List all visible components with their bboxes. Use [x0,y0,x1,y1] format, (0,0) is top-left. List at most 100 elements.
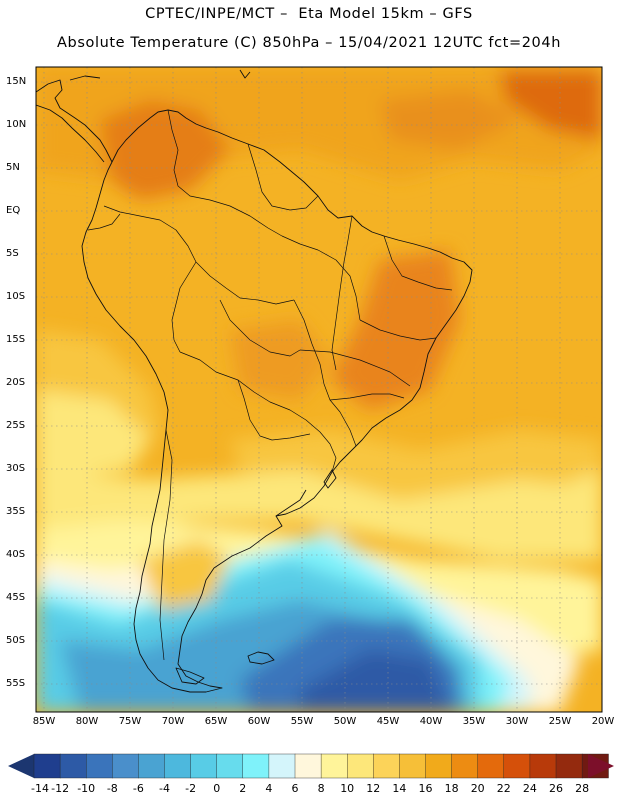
caribbean-islands [239,69,251,79]
longitude-label: 40W [419,716,443,727]
brazil-internal-border-7 [329,393,405,401]
rio-de-la-plata [275,489,307,517]
colorbar-swatch [320,753,348,779]
latitude-label: 50S [6,635,26,646]
argentina-north-border [179,351,337,473]
brazil-internal-border-6 [219,299,301,357]
lagoa-dos-patos [323,469,337,489]
colorbar-tick-label: 14 [392,782,407,795]
colorbar-tick-label: 20 [470,782,485,795]
longitude-label: 70W [161,716,185,727]
brazil-internal-border-4 [383,235,453,291]
map-title-line-1: CPTEC/INPE/MCT – Eta Model 15km – GFS [145,6,473,22]
longitude-label: 45W [376,716,400,727]
colorbar-swatch [242,753,270,779]
colorbar-swatch [59,753,87,779]
colorbar-swatch [164,753,192,779]
colorbar-tick-label: -10 [77,782,96,795]
colorbar-tick-label: -6 [132,782,144,795]
colorbar-tick-label: 0 [213,782,221,795]
latitude-label: 25S [6,420,26,431]
colorbar-tick-label: -12 [51,782,70,795]
temperature-field [36,67,602,712]
brazil-internal-border-8 [339,411,357,447]
colorbar-tick-label: -4 [159,782,170,795]
brazil-internal-border-5 [299,349,411,387]
colorbar-tick-label: 4 [265,782,273,795]
longitude-label: 55W [290,716,314,727]
colorbar-low-arrow [8,754,34,778]
colorbar-tick-label: 8 [317,782,325,795]
chile-argentina-border [159,429,173,661]
colorbar-swatch [477,753,505,779]
longitude-label: 35W [462,716,486,727]
longitude-label: 75W [118,716,142,727]
longitude-label: 50W [333,716,357,727]
colorbar-tick-label: 26 [549,782,563,795]
colorbar-swatch [85,753,113,779]
south-america-outline [81,109,473,693]
brazil-internal-border-1 [281,235,361,321]
colorbar-swatch [503,753,531,779]
colorbar-swatch [399,753,426,779]
latitude-label: 55S [6,678,26,689]
latitude-label: 30S [6,463,26,474]
longitude-label: 60W [247,716,271,727]
colorbar-swatch [190,753,218,779]
coastlines-and-borders [36,69,473,693]
colorbar-high-arrow [588,754,614,778]
paraguay-border [237,379,311,441]
colorbar-tick-label: 28 [575,782,590,795]
latitude-label: 40S [6,549,26,560]
colorbar-swatch [373,753,400,779]
colorbar-swatch [33,753,61,779]
peru-bolivia-border [171,261,197,353]
tierra-del-fuego [175,667,205,685]
ecuador-border [87,213,121,231]
longitude-label: 85W [32,716,56,727]
colorbar-tick-label: 2 [239,782,247,795]
colorbar-tick-label: 6 [291,782,299,795]
colorbar-tick-label: 24 [522,782,537,795]
colorbar-tick-label: 22 [496,782,511,795]
colorbar-tick-label: -2 [185,782,197,795]
venezuela-colombia-border [167,109,283,237]
map-frame [35,66,603,713]
colorbar-tick-label: 12 [366,782,381,795]
colorbar-tick-label: -14 [31,782,49,795]
latitude-label: 5S [6,248,19,259]
colorbar-swatch [529,753,557,779]
central-america-coast [36,79,113,163]
map-title-line-2: Absolute Temperature (C) 850hPa – 15/04/… [57,35,561,51]
brazil-internal-border-3 [331,215,353,371]
longitude-label: 25W [548,716,572,727]
colorbar-tick-label: 18 [444,782,459,795]
latitude-label: 10S [6,291,26,302]
colorbar-swatch [294,753,322,779]
colorbar-swatch [216,753,244,779]
colorbar-swatch [112,753,139,779]
longitude-label: 20W [591,716,615,727]
latitude-label: 20S [6,377,26,388]
guyanas-border [247,143,319,211]
colorbar-tick-label: 16 [418,782,433,795]
latitude-label: 10N [6,119,27,130]
falkland-islands [247,651,275,665]
longitude-label: 30W [505,716,529,727]
latitude-label: 45S [6,592,26,603]
latitude-label: 5N [6,162,20,173]
colorbar-swatch [138,753,165,779]
brazil-internal-border-2 [359,319,437,341]
colorbar [8,753,614,779]
colorbar-swatch [555,753,583,779]
latitude-label: 15S [6,334,26,345]
longitude-label: 80W [75,716,99,727]
colorbar-swatch [451,753,479,779]
latitude-label: 15N [6,76,27,87]
colorbar-swatch [268,753,296,779]
colorbar-tick-label: 10 [340,782,355,795]
central-america-pacific-coast [36,104,105,163]
latitude-label: EQ [6,205,21,216]
colorbar-tick-label: -8 [106,782,118,795]
